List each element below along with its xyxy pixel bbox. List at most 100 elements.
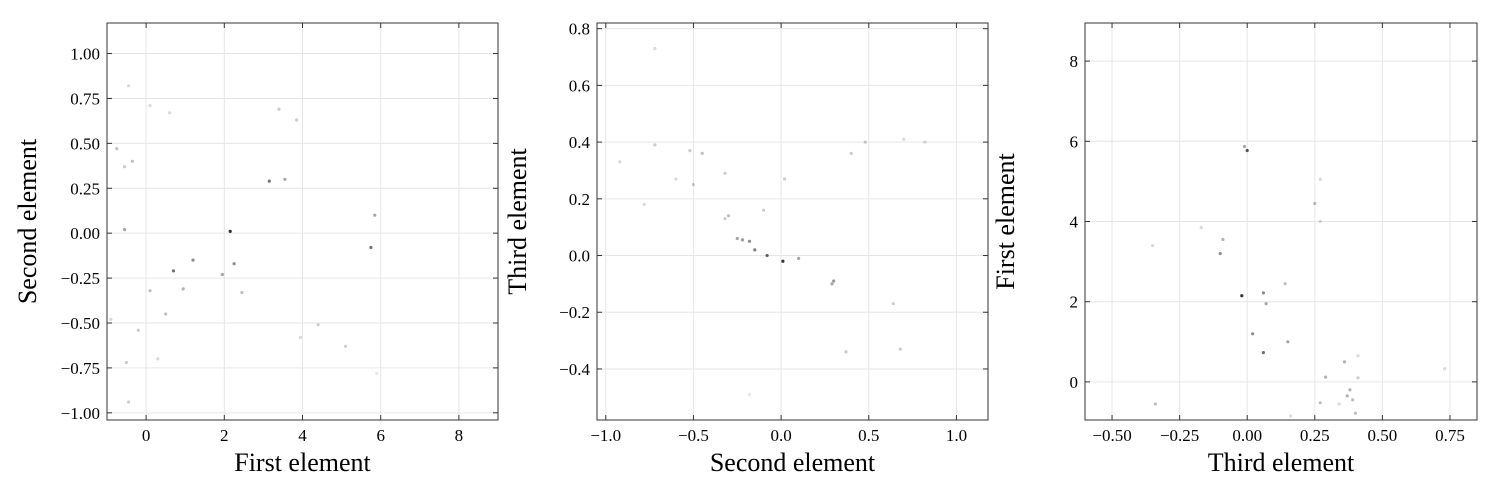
data-point: [700, 151, 704, 155]
x-tick-label: 0.5: [858, 426, 879, 445]
data-point: [735, 236, 739, 241]
y-axis-label: Third element: [503, 147, 532, 294]
subplot-second-vs-third: −1.0 −0.5 0.0 0.5 1.0 −0.4 −0.2 0.0 0.2 0.4 0.6 0.8…: [503, 20, 989, 477]
y-tick-label: 6: [1070, 132, 1079, 151]
x-tick-label: 0.25: [1300, 426, 1330, 445]
subplot-third-vs-first: −0.50 −0.25 0.00 0.25 0.50 0.75 0 2 4 6 8 Third ele…: [991, 22, 1478, 477]
x-tick-label: 0.75: [1435, 426, 1465, 445]
y-tick-label: 2: [1070, 293, 1079, 312]
data-point: [1261, 351, 1265, 355]
y-tick-label: 8: [1070, 52, 1079, 71]
data-point: [1356, 376, 1360, 380]
data-point: [830, 282, 834, 286]
data-point: [373, 213, 377, 217]
x-tick-label: 8: [455, 426, 464, 445]
data-point: [375, 371, 379, 375]
x-tick-label: 2: [220, 426, 229, 445]
data-point: [902, 137, 906, 141]
y-tick-label: 0.0: [569, 247, 590, 266]
data-point: [240, 290, 244, 295]
data-point: [618, 160, 622, 164]
plot-frame: [596, 22, 989, 421]
x-tick-label: −0.5: [678, 426, 709, 445]
data-point: [156, 357, 160, 361]
data-point: [726, 214, 731, 218]
data-point: [1353, 411, 1357, 415]
data-point: [232, 262, 236, 266]
data-point: [1261, 291, 1265, 295]
x-tick-label: 0.50: [1368, 426, 1398, 445]
data-point: [343, 344, 348, 348]
data-point: [369, 245, 373, 250]
y-tick-label: −1.00: [61, 404, 100, 423]
data-point: [783, 177, 787, 181]
data-point: [126, 84, 131, 88]
x-tick-label: 4: [298, 426, 307, 445]
data-point: [283, 177, 287, 181]
data-point: [753, 248, 757, 252]
data-point: [1283, 282, 1287, 286]
data-point: [130, 159, 134, 163]
data-point: [115, 147, 119, 151]
y-tick-label: 0.25: [70, 179, 100, 198]
data-point: [1318, 177, 1322, 181]
data-point: [1264, 302, 1268, 306]
data-point: [1286, 340, 1290, 344]
data-point: [295, 118, 299, 122]
data-point: [844, 350, 848, 354]
data-point: [171, 269, 176, 273]
data-point: [1221, 237, 1225, 242]
data-point: [220, 272, 224, 277]
y-tick-label: 0.8: [569, 20, 590, 39]
data-point: [228, 229, 232, 233]
data-point: [123, 228, 127, 232]
x-axis-label: Second element: [710, 448, 876, 477]
data-point: [863, 140, 867, 144]
data-point: [1351, 398, 1355, 402]
x-tick-label: 0.00: [1232, 426, 1262, 445]
data-point: [1348, 388, 1352, 392]
data-point: [1318, 401, 1322, 405]
data-point: [148, 104, 152, 108]
y-tick-label: −0.2: [559, 303, 590, 322]
subplot-first-vs-second: 0 2 4 6 8 −1.00 −0.75 −0.50 −0.25 0.00 0.25 0.50 0.7…: [13, 22, 499, 477]
data-point: [762, 208, 766, 212]
data-point: [1218, 252, 1222, 256]
data-point: [923, 140, 927, 144]
data-point: [1251, 332, 1255, 336]
data-point: [797, 256, 801, 260]
x-axis-label: First element: [234, 448, 371, 477]
y-tick-label: −0.4: [559, 360, 590, 379]
y-tick-label: 0.75: [70, 89, 100, 108]
data-point: [832, 279, 836, 283]
data-point: [1288, 414, 1293, 418]
data-point: [740, 238, 745, 242]
data-point: [765, 253, 769, 258]
y-axis-label: First element: [991, 152, 1020, 289]
data-point: [1151, 244, 1155, 248]
data-point: [1313, 201, 1317, 206]
data-point: [723, 171, 727, 175]
data-point: [723, 217, 727, 221]
data-point: [691, 183, 696, 187]
data-point: [298, 335, 303, 339]
data-point: [168, 111, 172, 115]
x-tick-label: 6: [376, 426, 385, 445]
data-point: [1245, 148, 1249, 153]
y-tick-label: 0.50: [70, 134, 100, 153]
y-tick-label: 4: [1070, 213, 1079, 232]
data-point: [1199, 225, 1203, 230]
x-tick-label: −1.0: [590, 426, 621, 445]
x-tick-label: 0: [142, 426, 151, 445]
x-tick-label: 0.0: [770, 426, 791, 445]
y-tick-label: −0.50: [61, 314, 100, 333]
y-tick-label: 1.00: [70, 45, 100, 64]
data-point: [1345, 394, 1349, 398]
x-tick-label: −0.25: [1160, 426, 1199, 445]
y-tick-label: 0.2: [569, 190, 590, 209]
data-point: [1342, 360, 1347, 364]
data-point: [1153, 402, 1157, 406]
data-point: [191, 258, 195, 262]
data-point: [891, 302, 895, 306]
